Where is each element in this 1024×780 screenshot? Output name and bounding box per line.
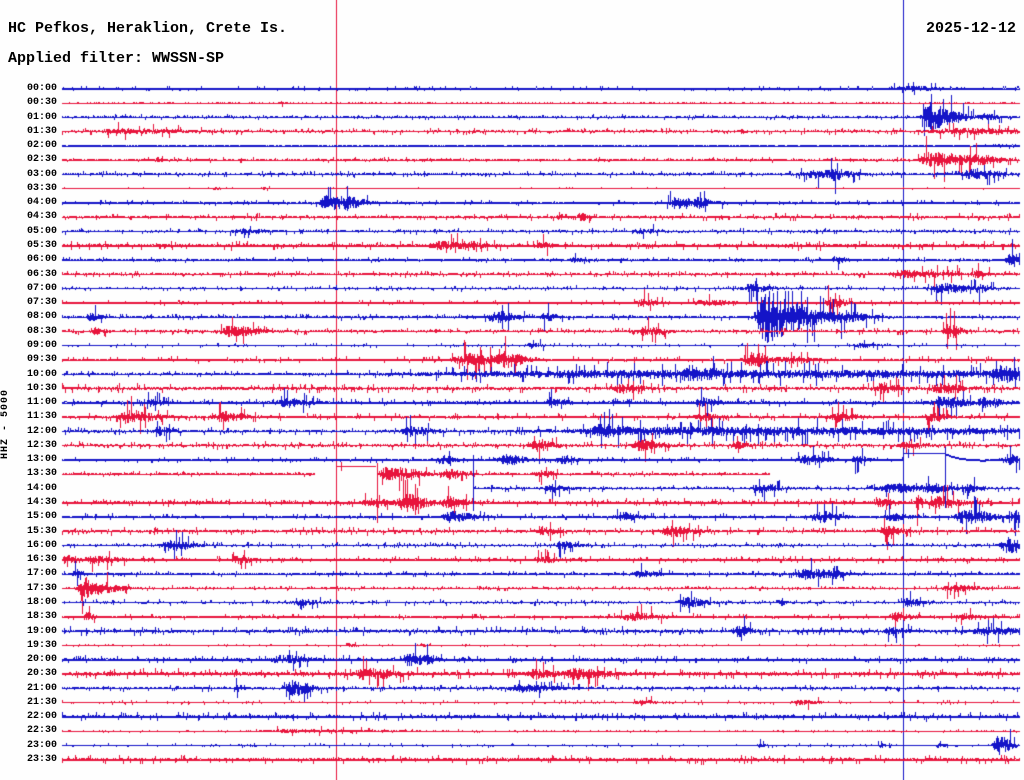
applied-filter-label: Applied filter: WWSSN-SP (8, 50, 225, 67)
time-label: 07:30 (26, 297, 57, 309)
time-label: 12:00 (26, 425, 57, 437)
time-label: 10:00 (26, 368, 57, 380)
time-label: 18:30 (26, 611, 57, 623)
time-label: 09:00 (26, 339, 57, 351)
time-label: 03:30 (26, 182, 57, 194)
time-label: 09:30 (26, 354, 57, 366)
time-label: 20:30 (26, 668, 57, 680)
time-label: 12:30 (26, 439, 57, 451)
time-label: 21:30 (26, 696, 57, 708)
time-label: 17:00 (26, 568, 57, 580)
time-label: 14:00 (26, 482, 57, 494)
time-label: 05:30 (26, 240, 57, 252)
time-axis: 00:00 00:30 01:00 01:30 02:00 02:30 03:00 03:30… (0, 0, 58, 780)
time-label: 14:30 (26, 497, 57, 509)
time-label: 00:30 (26, 97, 57, 109)
time-label: 01:30 (26, 125, 57, 137)
time-label: 07:00 (26, 282, 57, 294)
time-label: 02:00 (26, 140, 57, 152)
time-label: 04:30 (26, 211, 57, 223)
time-label: 11:00 (26, 397, 57, 409)
time-label: 04:00 (26, 197, 57, 209)
station-title: HC Pefkos, Heraklion, Crete Is. (8, 20, 288, 37)
time-label: 05:00 (26, 225, 57, 237)
time-label: 13:00 (26, 454, 57, 466)
time-label: 00:00 (26, 83, 57, 94)
time-label: 23:00 (26, 739, 57, 751)
time-label: 16:30 (26, 554, 57, 566)
time-label: 03:00 (26, 168, 57, 180)
time-label: 01:00 (26, 111, 57, 123)
date-label: 2025-12-12 (925, 20, 1016, 37)
time-label: 17:30 (26, 582, 57, 594)
time-label: 15:00 (26, 511, 57, 523)
time-label: 13:30 (26, 468, 57, 480)
time-label: 02:30 (26, 154, 57, 166)
time-label: 23:30 (26, 754, 57, 765)
time-label: 10:30 (26, 382, 57, 394)
time-label: 21:00 (26, 682, 57, 694)
time-label: 19:00 (26, 625, 57, 637)
time-label: 08:00 (26, 311, 57, 323)
time-label: 06:30 (26, 268, 57, 280)
time-label: 22:00 (26, 711, 57, 723)
time-label: 19:30 (26, 639, 57, 651)
time-label: 08:30 (26, 325, 57, 337)
time-label: 11:30 (26, 411, 57, 423)
time-label: 06:00 (26, 254, 57, 266)
time-label: 16:00 (26, 539, 57, 551)
time-label: 15:30 (26, 525, 57, 537)
time-label: 18:00 (26, 596, 57, 608)
time-label: 20:00 (26, 654, 57, 666)
time-label: 22:30 (26, 725, 57, 737)
